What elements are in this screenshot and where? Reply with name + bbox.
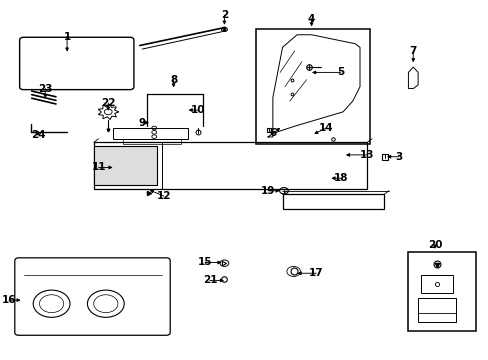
Text: 4: 4 xyxy=(307,14,315,24)
Text: 5: 5 xyxy=(336,67,344,77)
Bar xyxy=(282,194,384,209)
Bar xyxy=(421,275,452,293)
Text: 24: 24 xyxy=(31,130,45,140)
Text: 19: 19 xyxy=(260,186,275,196)
Bar xyxy=(407,252,475,330)
Text: 11: 11 xyxy=(91,162,105,172)
Text: 21: 21 xyxy=(202,275,217,285)
Text: 23: 23 xyxy=(38,84,52,94)
Text: 3: 3 xyxy=(394,152,402,162)
Bar xyxy=(94,146,156,185)
Text: 10: 10 xyxy=(190,105,204,115)
Text: 1: 1 xyxy=(63,32,71,41)
Bar xyxy=(255,30,369,144)
Text: 12: 12 xyxy=(156,191,171,201)
Bar xyxy=(122,139,181,144)
Bar xyxy=(417,298,455,321)
Text: 15: 15 xyxy=(198,257,212,267)
Text: 17: 17 xyxy=(308,268,323,278)
Bar xyxy=(94,142,366,189)
Bar xyxy=(113,128,188,139)
Text: 14: 14 xyxy=(318,123,333,133)
Text: 18: 18 xyxy=(333,173,347,183)
Text: 7: 7 xyxy=(409,46,416,56)
Text: 2: 2 xyxy=(221,10,227,20)
Text: 16: 16 xyxy=(2,295,16,305)
Text: 6: 6 xyxy=(269,129,276,138)
Text: 13: 13 xyxy=(359,150,374,160)
Text: 20: 20 xyxy=(427,239,441,249)
Text: 9: 9 xyxy=(138,118,145,128)
Text: 8: 8 xyxy=(170,75,177,85)
Text: 22: 22 xyxy=(101,98,115,108)
